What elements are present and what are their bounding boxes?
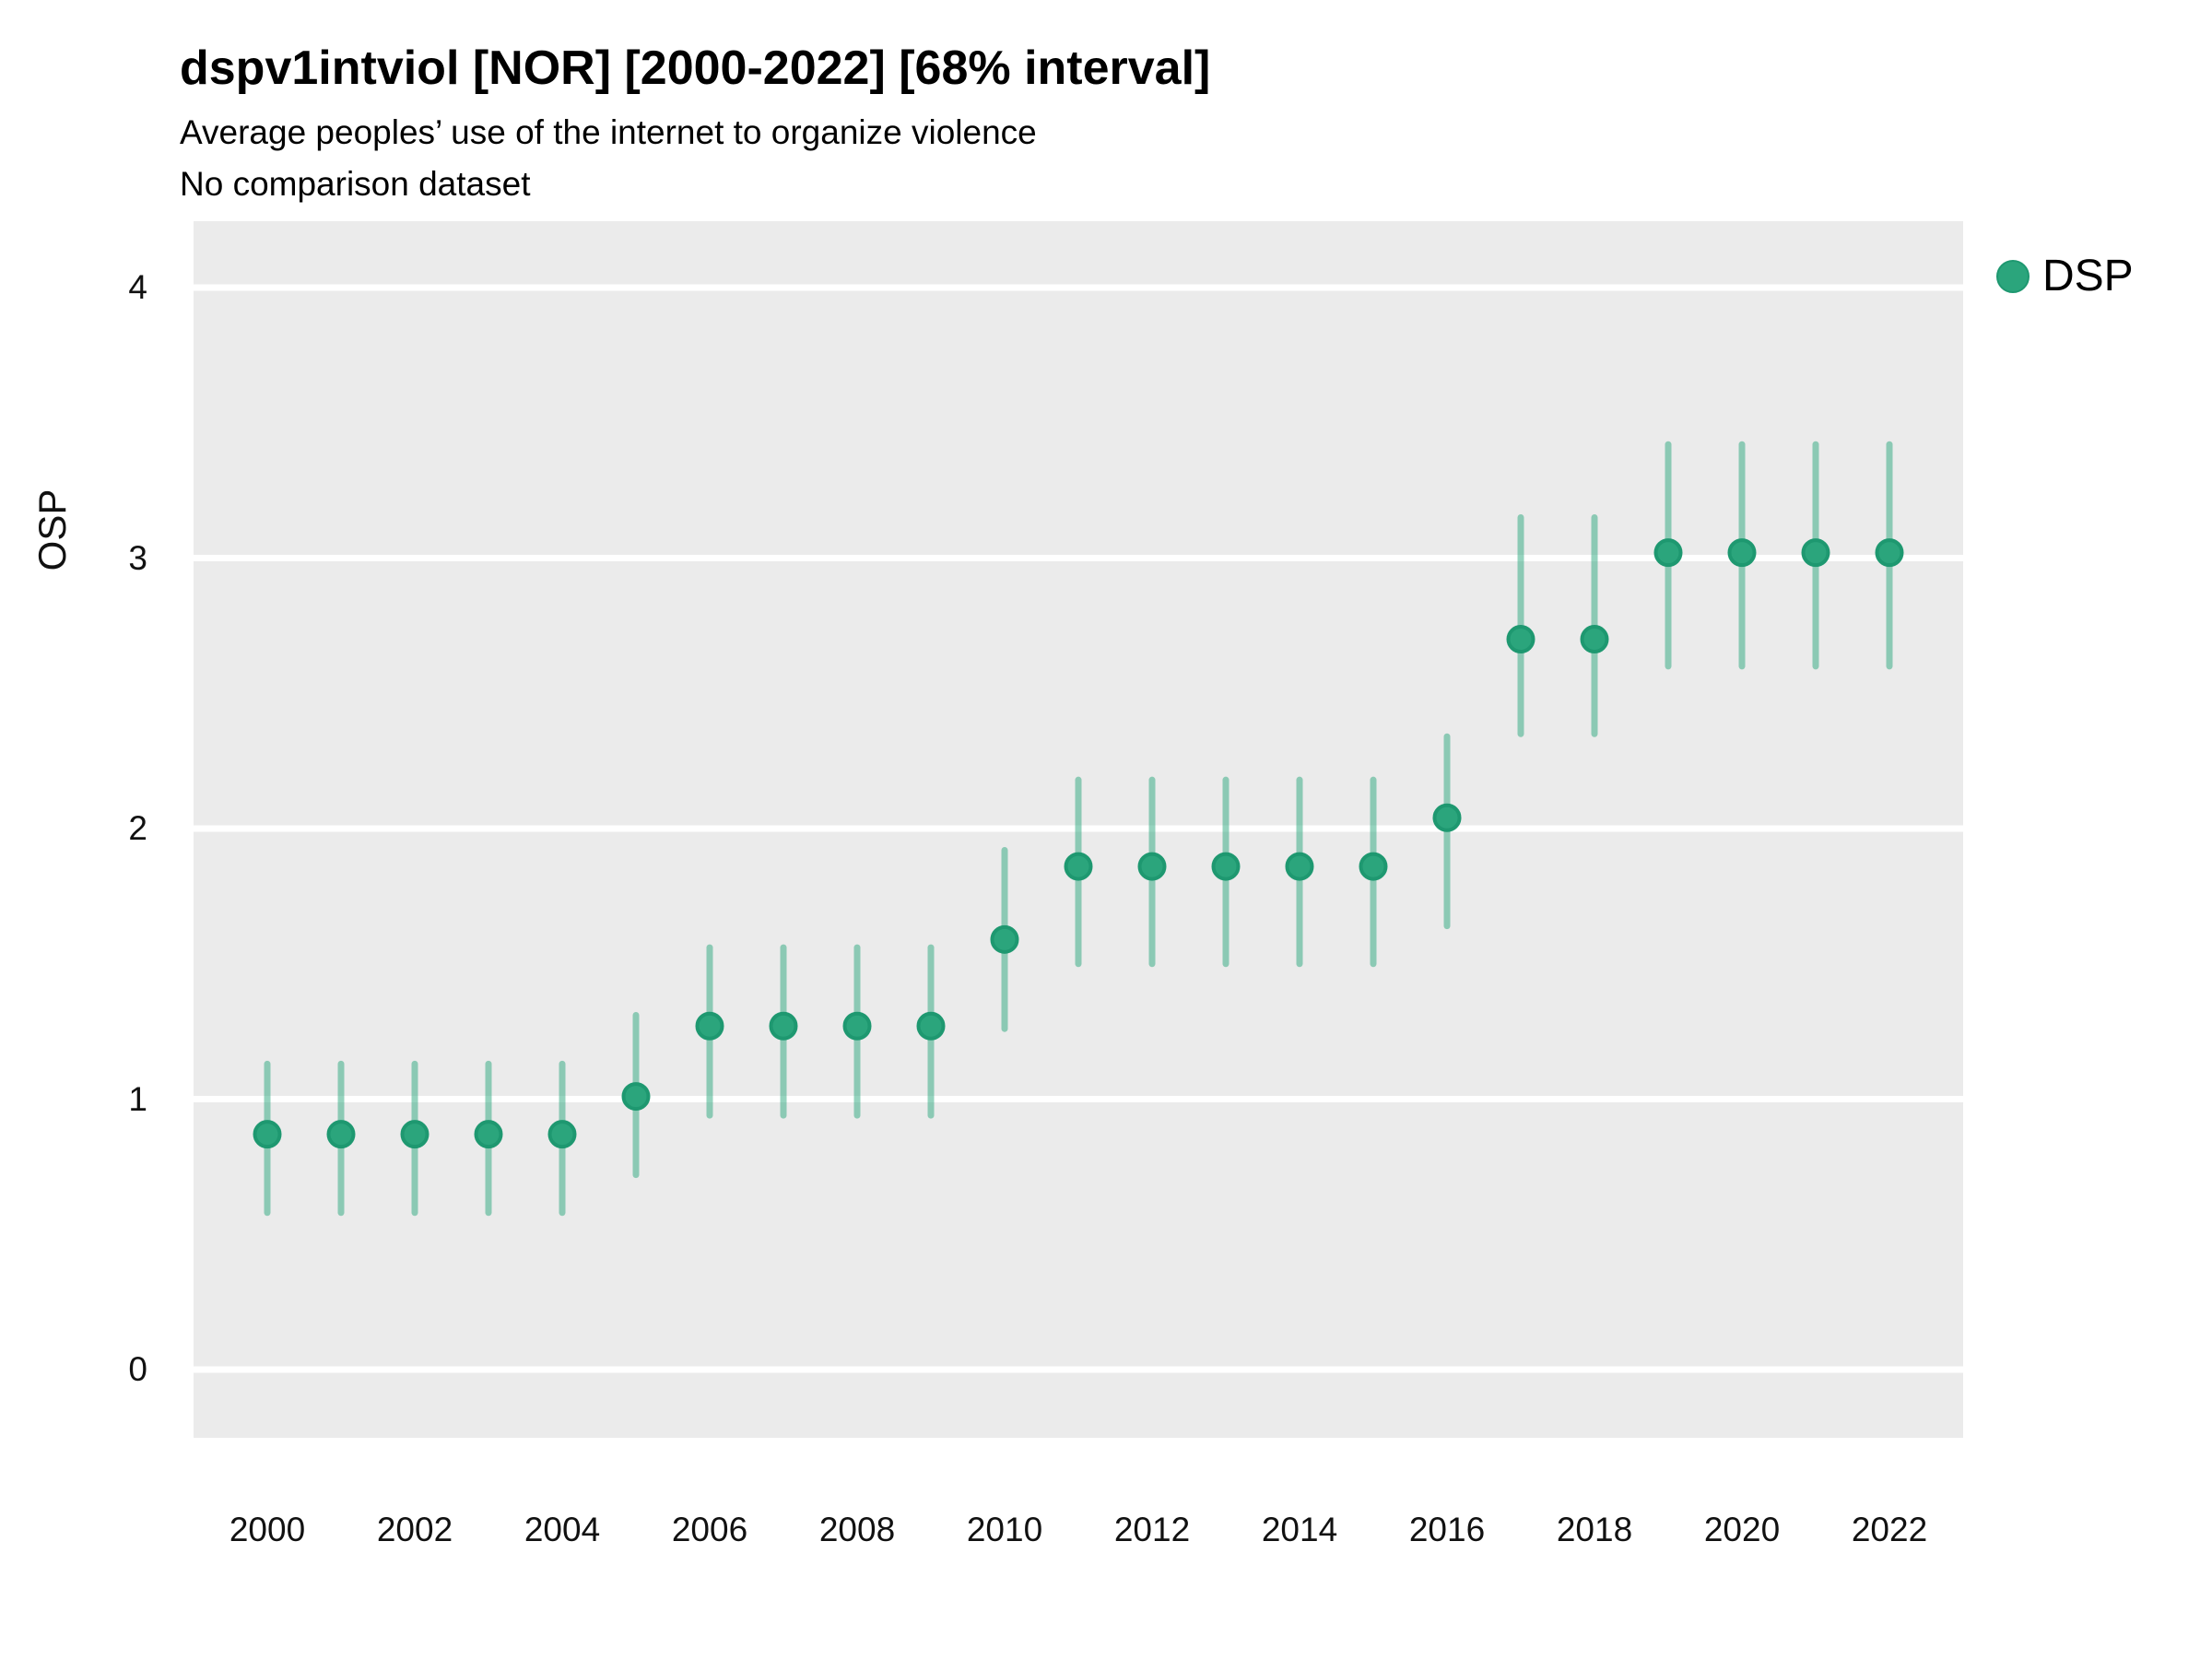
data-point-2008 [842,1011,872,1041]
x-tick-label-2008: 2008 [818,1511,896,1548]
data-point-2014 [1285,852,1314,881]
data-point-2019 [1653,538,1683,568]
legend: DSP [1996,251,2134,302]
data-point-2012 [1137,852,1167,881]
data-point-2009 [916,1011,946,1041]
plot-panel [194,221,1963,1438]
data-point-2007 [769,1011,798,1041]
x-tick-label-2022: 2022 [1851,1511,1928,1548]
x-tick-label-2000: 2000 [229,1511,306,1548]
data-point-2003 [474,1120,503,1149]
data-point-2021 [1801,538,1830,568]
x-tick-label-2012: 2012 [1113,1511,1191,1548]
data-point-2011 [1064,852,1093,881]
x-tick-label-2020: 2020 [1703,1511,1781,1548]
data-point-2010 [990,924,1019,954]
title-block: dspv1intviol [NOR] [2000-2022] [68% inte… [180,41,1210,210]
data-point-2015 [1359,852,1388,881]
y-tick-label-2: 2 [128,809,147,847]
chart-title: dspv1intviol [NOR] [2000-2022] [68% inte… [180,41,1211,95]
data-point-2018 [1580,625,1609,654]
data-point-2002 [400,1120,429,1149]
data-point-2022 [1875,538,1904,568]
legend-label: DSP [2042,252,2134,300]
y-tick-label-3: 3 [128,538,147,577]
data-point-2017 [1506,625,1535,654]
chart-subtitle-line2: No comparison dataset [180,165,531,203]
data-point-2001 [326,1120,356,1149]
x-tick-label-2018: 2018 [1556,1511,1633,1548]
x-tick-label-2014: 2014 [1261,1511,1338,1548]
x-tick-label-2016: 2016 [1408,1511,1486,1548]
chart-subtitle-line1: Average peoples’ use of the internet to … [180,113,1037,151]
legend-point-icon [1996,260,2030,293]
y-tick-label-4: 4 [128,268,147,306]
y-tick-label-1: 1 [128,1079,147,1118]
x-tick-label-2004: 2004 [524,1511,601,1548]
data-point-2000 [253,1120,282,1149]
x-tick-label-2006: 2006 [671,1511,748,1548]
data-point-2013 [1211,852,1241,881]
data-point-2004 [547,1120,577,1149]
x-tick-label-2002: 2002 [376,1511,453,1548]
x-tick-label-2010: 2010 [966,1511,1043,1548]
data-point-2016 [1432,803,1462,832]
data-point-2020 [1727,538,1757,568]
y-tick-label-0: 0 [128,1350,147,1388]
data-point-2005 [621,1082,651,1112]
data-point-2006 [695,1011,724,1041]
